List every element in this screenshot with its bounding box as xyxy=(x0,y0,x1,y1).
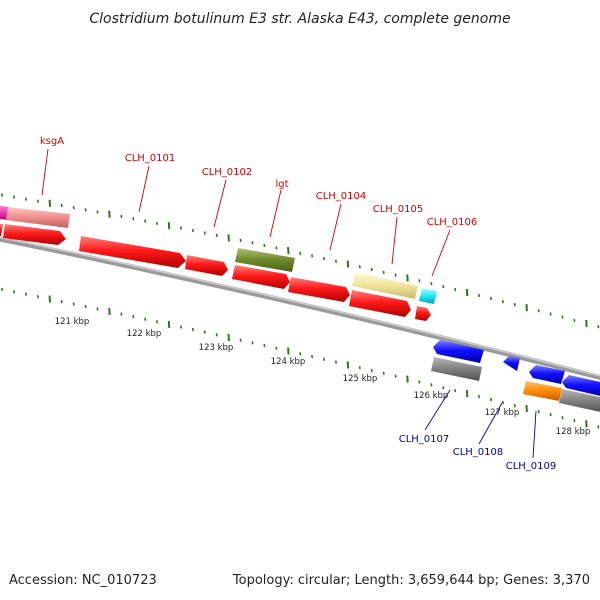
gene-label[interactable]: CLH_0106 xyxy=(427,217,478,228)
gene-label[interactable]: CLH_0108 xyxy=(453,447,504,458)
gene-arrow[interactable] xyxy=(288,277,350,302)
gene-arrow-lgt[interactable] xyxy=(235,248,295,272)
gene-label[interactable]: CLH_0105 xyxy=(373,204,424,215)
gene-arrow[interactable] xyxy=(3,224,66,245)
kbp-label: 125 kbp xyxy=(343,374,378,384)
gene-arrow[interactable] xyxy=(559,389,600,413)
forward-gene-labels: ksgA CLH_0101 CLH_0102 lgt CLH_0104 CLH_… xyxy=(40,136,477,228)
gene-arrow[interactable] xyxy=(433,340,484,363)
gene-arrow[interactable] xyxy=(431,357,482,381)
gene-label[interactable]: CLH_0102 xyxy=(202,167,253,178)
gene-track xyxy=(0,206,600,413)
kbp-label: 121 kbp xyxy=(55,317,90,327)
reverse-gene-labels: CLH_0107 CLH_0108 CLH_0109 xyxy=(399,434,557,472)
gene-label[interactable]: CLH_0109 xyxy=(506,461,557,472)
gene-arrow[interactable] xyxy=(415,306,431,321)
kbp-label: 128 kbp xyxy=(556,427,591,437)
gene-arrow[interactable] xyxy=(503,356,520,371)
tick-track-outer xyxy=(1,193,600,329)
gene-arrow[interactable] xyxy=(185,255,228,276)
kbp-label: 122 kbp xyxy=(127,329,162,339)
gene-arrow[interactable] xyxy=(562,375,600,397)
gene-arrow[interactable] xyxy=(529,365,565,384)
gene-leader-lines xyxy=(41,148,537,459)
gene-arrow[interactable] xyxy=(232,265,290,289)
gene-arrow[interactable] xyxy=(349,290,411,317)
kbp-label: 126 kbp xyxy=(414,391,449,401)
gene-label[interactable]: lgt xyxy=(275,179,288,190)
kbp-scale-labels: 121 kbp 122 kbp 123 kbp 124 kbp 125 kbp … xyxy=(55,317,591,437)
map-title: Clostridium botulinum E3 str. Alaska E43… xyxy=(89,11,510,27)
tick-track-inner xyxy=(1,287,600,429)
kbp-label: 127 kbp xyxy=(485,408,520,418)
genome-summary-text: Topology: circular; Length: 3,659,644 bp… xyxy=(232,573,590,588)
gene-arrow[interactable] xyxy=(352,272,418,299)
genome-backbone xyxy=(0,236,600,381)
gene-arrow[interactable] xyxy=(419,288,437,304)
gene-label[interactable]: CLH_0101 xyxy=(125,153,176,164)
gene-arrow-ksgA-homolog[interactable] xyxy=(6,207,70,228)
gene-label[interactable]: CLH_0107 xyxy=(399,434,450,445)
gene-label[interactable]: ksgA xyxy=(40,136,64,147)
kbp-label: 123 kbp xyxy=(199,343,234,353)
gene-arrow[interactable] xyxy=(523,381,562,401)
gene-arrow[interactable] xyxy=(79,236,186,268)
kbp-label: 124 kbp xyxy=(271,357,306,367)
accession-text: Accession: NC_010723 xyxy=(9,573,157,588)
gene-arrow[interactable] xyxy=(0,224,3,236)
gene-label[interactable]: CLH_0104 xyxy=(316,191,367,202)
